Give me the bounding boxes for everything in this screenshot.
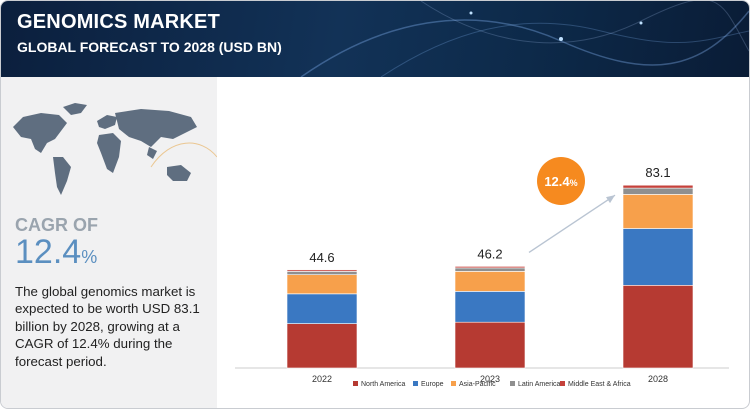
cagr-badge-percent: % (570, 178, 578, 188)
bar-total-label-2028: 83.1 (645, 165, 670, 180)
bar-segment-latin-america-2023 (454, 267, 526, 272)
page-title: GENOMICS MARKET (17, 11, 220, 33)
bar-segment-latin-america-2022 (286, 271, 358, 275)
legend-swatch-asia-pacific (451, 381, 456, 386)
cagr-badge-label: 12.4% (544, 174, 577, 189)
legend-swatch-north-america (353, 381, 358, 386)
world-map-icon (13, 103, 217, 195)
legend-label-asia-pacific: Asia-Pacific (459, 381, 496, 388)
market-description: The global genomics market is expected t… (15, 284, 200, 369)
header-banner: GENOMICS MARKET GLOBAL FORECAST TO 2028 … (1, 1, 749, 77)
stacked-bar-chart: 44.6 2022 46.2 2023 83.1 2028 12.4% North Ameri… (235, 157, 729, 388)
bar-segment-asia-pacific-2022 (286, 274, 358, 295)
bar-segment-asia-pacific-2028 (622, 194, 694, 229)
bar-segment-north-america-2028 (622, 285, 694, 369)
bar-segment-europe-2022 (286, 293, 358, 324)
summary-panel: CAGR OF 12.4% The global genomics market… (1, 77, 217, 408)
legend-label-middle-east-africa: Middle East & Africa (568, 381, 631, 388)
bar-segment-middle-east-africa-2022 (286, 269, 358, 272)
bar-segment-europe-2023 (454, 291, 526, 323)
bar-segment-latin-america-2028 (622, 187, 694, 195)
growth-arrow-line (528, 194, 616, 253)
growth-arrow-head (606, 195, 615, 204)
x-tick-label-2022: 2022 (312, 374, 332, 384)
legend-label-north-america: North America (361, 381, 405, 388)
legend-label-europe: Europe (421, 381, 444, 388)
cagr-badge-value: 12.4 (544, 174, 570, 189)
bar-segment-middle-east-africa-2023 (454, 266, 526, 269)
bar-total-label-2023: 46.2 (477, 246, 502, 261)
bar-segment-north-america-2022 (286, 323, 358, 369)
x-tick-label-2023: 2023 (480, 374, 500, 384)
cagr-label: CAGR OF (15, 215, 98, 235)
cagr-percent-sign: % (81, 247, 98, 267)
x-tick-label-2028: 2028 (648, 374, 668, 384)
bar-segment-middle-east-africa-2028 (622, 184, 694, 189)
header-decoration (300, 1, 749, 77)
legend-label-latin-america: Latin America (518, 381, 561, 388)
cagr-badge (537, 157, 585, 205)
cagr-number: 12.4 (15, 233, 82, 271)
page-subtitle: GLOBAL FORECAST TO 2028 (USD BN) (17, 39, 282, 55)
legend-swatch-middle-east-africa (560, 381, 565, 386)
chart-area: 44.6 2022 46.2 2023 83.1 2028 12.4% North Ameri… (217, 77, 749, 408)
legend-swatch-europe (413, 381, 418, 386)
bar-segment-asia-pacific-2023 (454, 271, 526, 292)
bar-total-label-2022: 44.6 (309, 250, 334, 265)
bar-segment-north-america-2023 (454, 321, 526, 369)
cagr-value: 12.4% (15, 233, 97, 272)
bar-segment-europe-2028 (622, 228, 694, 286)
legend-swatch-latin-america (510, 381, 515, 386)
